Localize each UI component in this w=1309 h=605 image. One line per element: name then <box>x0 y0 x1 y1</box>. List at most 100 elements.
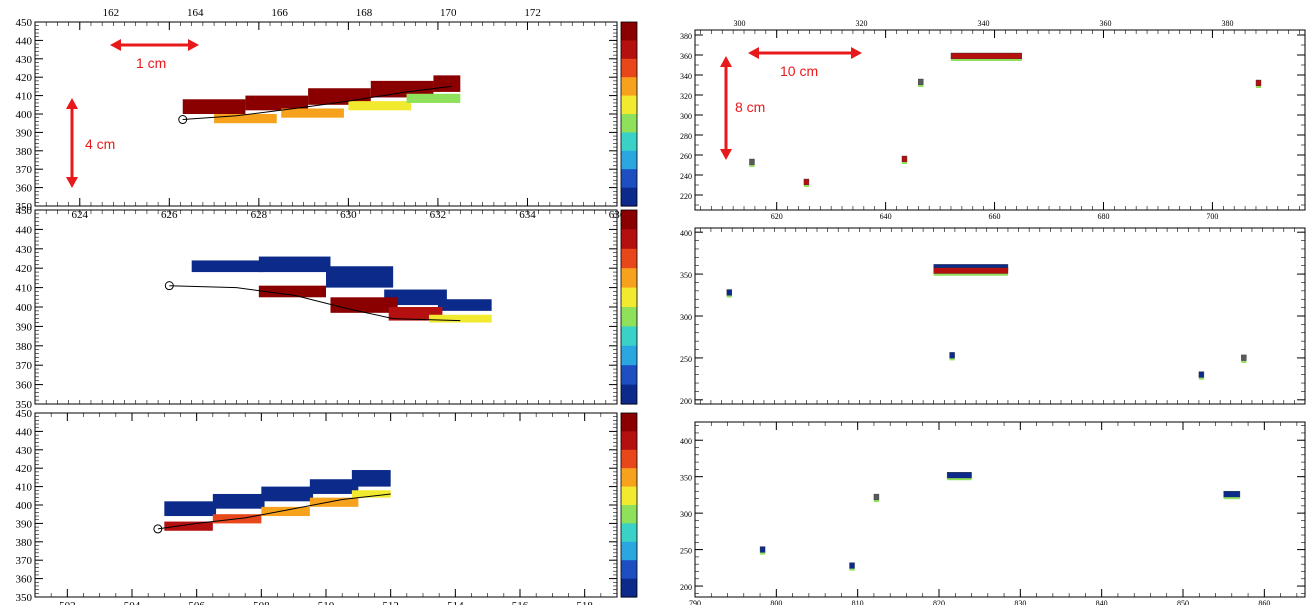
colorbar-step <box>621 169 637 173</box>
x-tick-label: 850 <box>1177 599 1189 605</box>
colorbar-step <box>621 316 637 321</box>
x-tick-label: 800 <box>770 599 782 605</box>
colorbar-step <box>621 307 637 311</box>
colorbar-step <box>621 229 637 234</box>
colorbar-step <box>621 400 637 405</box>
colorbar-step <box>621 355 637 360</box>
colorbar-step <box>621 391 637 395</box>
arrowhead-left-r <box>748 47 759 59</box>
colorbar-step <box>621 384 637 389</box>
colorbar-step <box>621 413 637 417</box>
x-tick-label: 680 <box>1097 212 1109 221</box>
colorbar-step <box>621 465 637 469</box>
colorbar-step <box>621 486 637 491</box>
colorbar-step <box>621 492 637 497</box>
hit-point-shadow <box>1223 497 1240 500</box>
heat-cell <box>330 297 398 313</box>
y-tick-label: 360 <box>16 380 33 392</box>
colorbar-step <box>621 319 637 324</box>
hit-point-shadow <box>726 295 732 298</box>
colorbar-step <box>621 117 637 121</box>
colorbar-step <box>621 529 637 534</box>
colorbar-step <box>621 132 637 137</box>
colorbar-step <box>621 294 637 298</box>
colorbar-step <box>621 281 637 285</box>
colorbar-step <box>621 498 637 503</box>
y-tick-label: 300 <box>680 313 692 322</box>
y-tick-label: 370 <box>16 555 33 567</box>
heat-cell <box>370 80 434 98</box>
colorbar-step <box>621 261 637 266</box>
y-tick-label: 400 <box>680 229 692 238</box>
y-tick-label: 380 <box>16 341 33 353</box>
vertex-marker <box>153 524 163 534</box>
colorbar-step <box>621 551 637 555</box>
colorbar-step <box>621 187 637 192</box>
colorbar-step <box>621 501 637 506</box>
panel-left-top: 350 360 370 380 390 400 410 420 430 440 450 624 626 6… <box>16 7 638 221</box>
hit-point-shadow <box>901 162 907 164</box>
colorbar-step <box>621 581 637 586</box>
hit-point <box>759 546 766 553</box>
colorbar-step <box>621 459 637 463</box>
y-tick-label: 380 <box>16 146 33 158</box>
colorbar-step <box>621 313 637 318</box>
colorbar-step <box>621 332 637 337</box>
colorbar-step <box>621 397 637 402</box>
y-tick-label: 250 <box>680 355 692 364</box>
colorbar-step <box>621 55 637 60</box>
colorbar-step <box>621 349 637 353</box>
hit-point <box>726 289 733 296</box>
panel-right-bottom: 200 250 300 350 400 790 800 810 820 830 840 850 860 <box>680 421 1306 605</box>
colorbar-step <box>621 483 637 488</box>
vertex-marker <box>178 115 188 125</box>
colorbar-step <box>621 342 637 347</box>
track-line <box>182 85 452 120</box>
colorbar-step <box>621 394 637 399</box>
x-tick-label: 504 <box>124 600 141 605</box>
colorbar-step <box>621 61 637 66</box>
hit-point <box>950 52 1022 60</box>
colorbar-step <box>621 477 637 482</box>
colorbar-step <box>621 446 637 451</box>
heat-cell <box>258 256 331 273</box>
colorbar-step <box>621 166 637 170</box>
colorbar-step <box>621 462 637 466</box>
colorbar-step <box>621 43 637 48</box>
arrowhead-down-r <box>720 149 732 160</box>
heat-cell <box>384 289 447 306</box>
vertex-marker <box>164 281 174 291</box>
x-tick-label: 860 <box>1258 599 1270 605</box>
colorbar-step <box>621 46 637 51</box>
y-tick-label: 400 <box>16 109 33 121</box>
scale-label-y-right: 8 cm <box>735 99 765 115</box>
heat-cell <box>308 88 371 105</box>
colorbar-step <box>621 365 637 370</box>
hit-point <box>918 78 924 86</box>
hit-point <box>1241 354 1247 362</box>
colorbar-step <box>621 68 637 72</box>
colorbar-step <box>621 123 637 127</box>
x-tick-label: 628 <box>251 209 268 221</box>
y-tick-label: 380 <box>680 32 692 41</box>
colorbar-step <box>621 352 637 357</box>
y-tick-label: 420 <box>16 263 33 275</box>
colorbar-step <box>621 172 637 176</box>
colorbar-step <box>621 242 637 247</box>
colorbar-step <box>621 150 637 155</box>
colorbar-step <box>621 181 637 186</box>
y-tick-label: 420 <box>16 463 33 475</box>
colorbar-step <box>621 526 637 531</box>
hit-point <box>949 352 955 359</box>
y-tick-label: 440 <box>16 224 33 236</box>
heat-cell <box>309 497 359 507</box>
colorbar-step <box>621 49 637 54</box>
colorbar-step <box>621 563 637 567</box>
heat-cell <box>428 314 492 323</box>
top-tick-label: 168 <box>356 7 373 19</box>
hit-point <box>933 267 1009 274</box>
colorbar-step <box>621 245 637 250</box>
colorbar-step <box>621 590 637 595</box>
colorbar-step <box>621 277 637 282</box>
colorbar-step <box>621 443 637 448</box>
